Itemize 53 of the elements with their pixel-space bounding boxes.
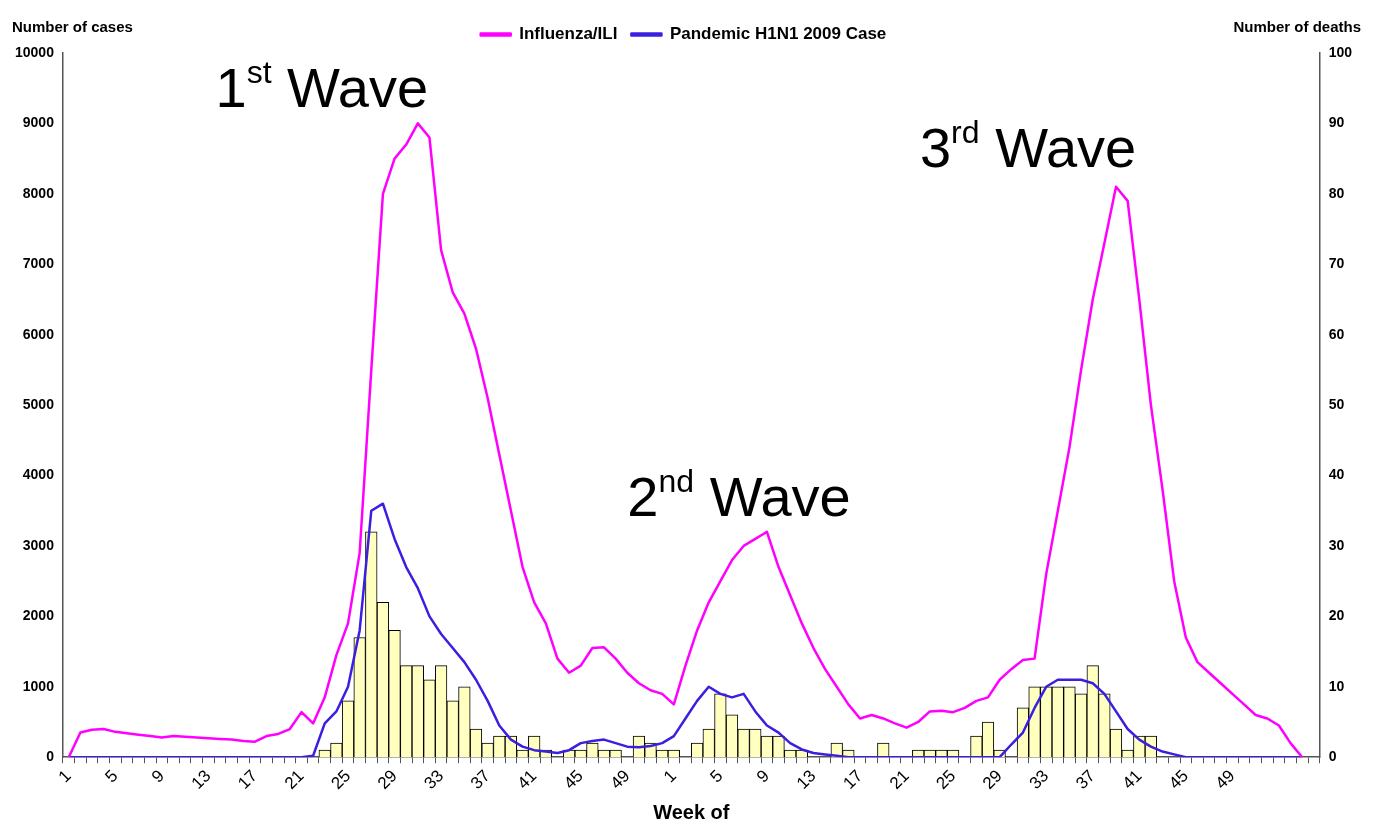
y2-tick-label: 50: [1328, 395, 1345, 412]
x-tick-label: 25: [327, 766, 355, 793]
y2-tick-label: 40: [1328, 466, 1345, 483]
y-tick-label: 0: [46, 748, 55, 765]
x-tick-label: 29: [373, 766, 401, 793]
y-tick-label: 5000: [22, 395, 55, 412]
x-tick-label: 41: [1118, 766, 1146, 793]
y2-tick-label: 60: [1328, 325, 1345, 342]
y-tick-label: 6000: [22, 325, 55, 342]
y-tick-label: 3000: [22, 536, 55, 553]
y2-tick-label: 70: [1328, 255, 1345, 272]
y2-tick-label: 20: [1328, 607, 1345, 624]
x-tick-label: 13: [792, 766, 820, 793]
x-tick-label: 1: [54, 766, 75, 787]
y2-tick-label: 30: [1328, 536, 1345, 553]
x-tick-label: 29: [978, 766, 1006, 793]
x-tick-label: 25: [932, 766, 960, 793]
y2-tick-label: 100: [1328, 43, 1353, 60]
x-tick-label: 45: [560, 766, 587, 793]
x-tick-label: 5: [706, 766, 727, 787]
x-tick-label: 1: [659, 766, 680, 787]
y2-tick-label: 10: [1328, 677, 1345, 694]
y-tick-label: 10000: [14, 43, 55, 60]
legend-label: Influenza/ILI: [519, 24, 618, 44]
x-tick-label: 13: [187, 766, 215, 793]
legend-label: Pandemic H1N1 2009 Case: [669, 24, 887, 44]
y2-axis-title: Number of deaths: [1233, 17, 1361, 35]
x-tick-label: 17: [839, 766, 867, 793]
y-tick-label: 9000: [22, 114, 55, 131]
x-tick-label: 37: [1072, 766, 1099, 793]
x-axis-title: Week of: [653, 800, 730, 823]
x-tick-label: 21: [280, 766, 308, 793]
x-tick-label: 37: [466, 766, 494, 793]
x-tick-label: 45: [1165, 766, 1192, 793]
x-tick-label: 17: [234, 766, 262, 793]
y-tick-label: 4000: [22, 466, 55, 483]
x-tick-label: 49: [1211, 766, 1239, 793]
y-tick-label: 7000: [22, 255, 55, 272]
x-tick-label: 41: [513, 766, 541, 793]
x-tick-label: 9: [147, 766, 168, 787]
x-tick-label: 49: [606, 766, 634, 793]
x-tick-label: 33: [420, 766, 448, 793]
y2-tick-label: 0: [1328, 748, 1337, 765]
y2-tick-label: 90: [1328, 114, 1345, 131]
y-tick-label: 2000: [22, 607, 55, 624]
y-tick-label: 1000: [22, 677, 55, 694]
y-axis-title: Number of cases: [12, 17, 133, 35]
y2-tick-label: 80: [1328, 184, 1345, 201]
x-tick-label: 21: [885, 766, 913, 793]
x-tick-label: 33: [1025, 766, 1053, 793]
x-tick-label: 5: [101, 766, 122, 787]
y-tick-label: 8000: [22, 184, 55, 201]
x-tick-label: 9: [752, 766, 774, 787]
